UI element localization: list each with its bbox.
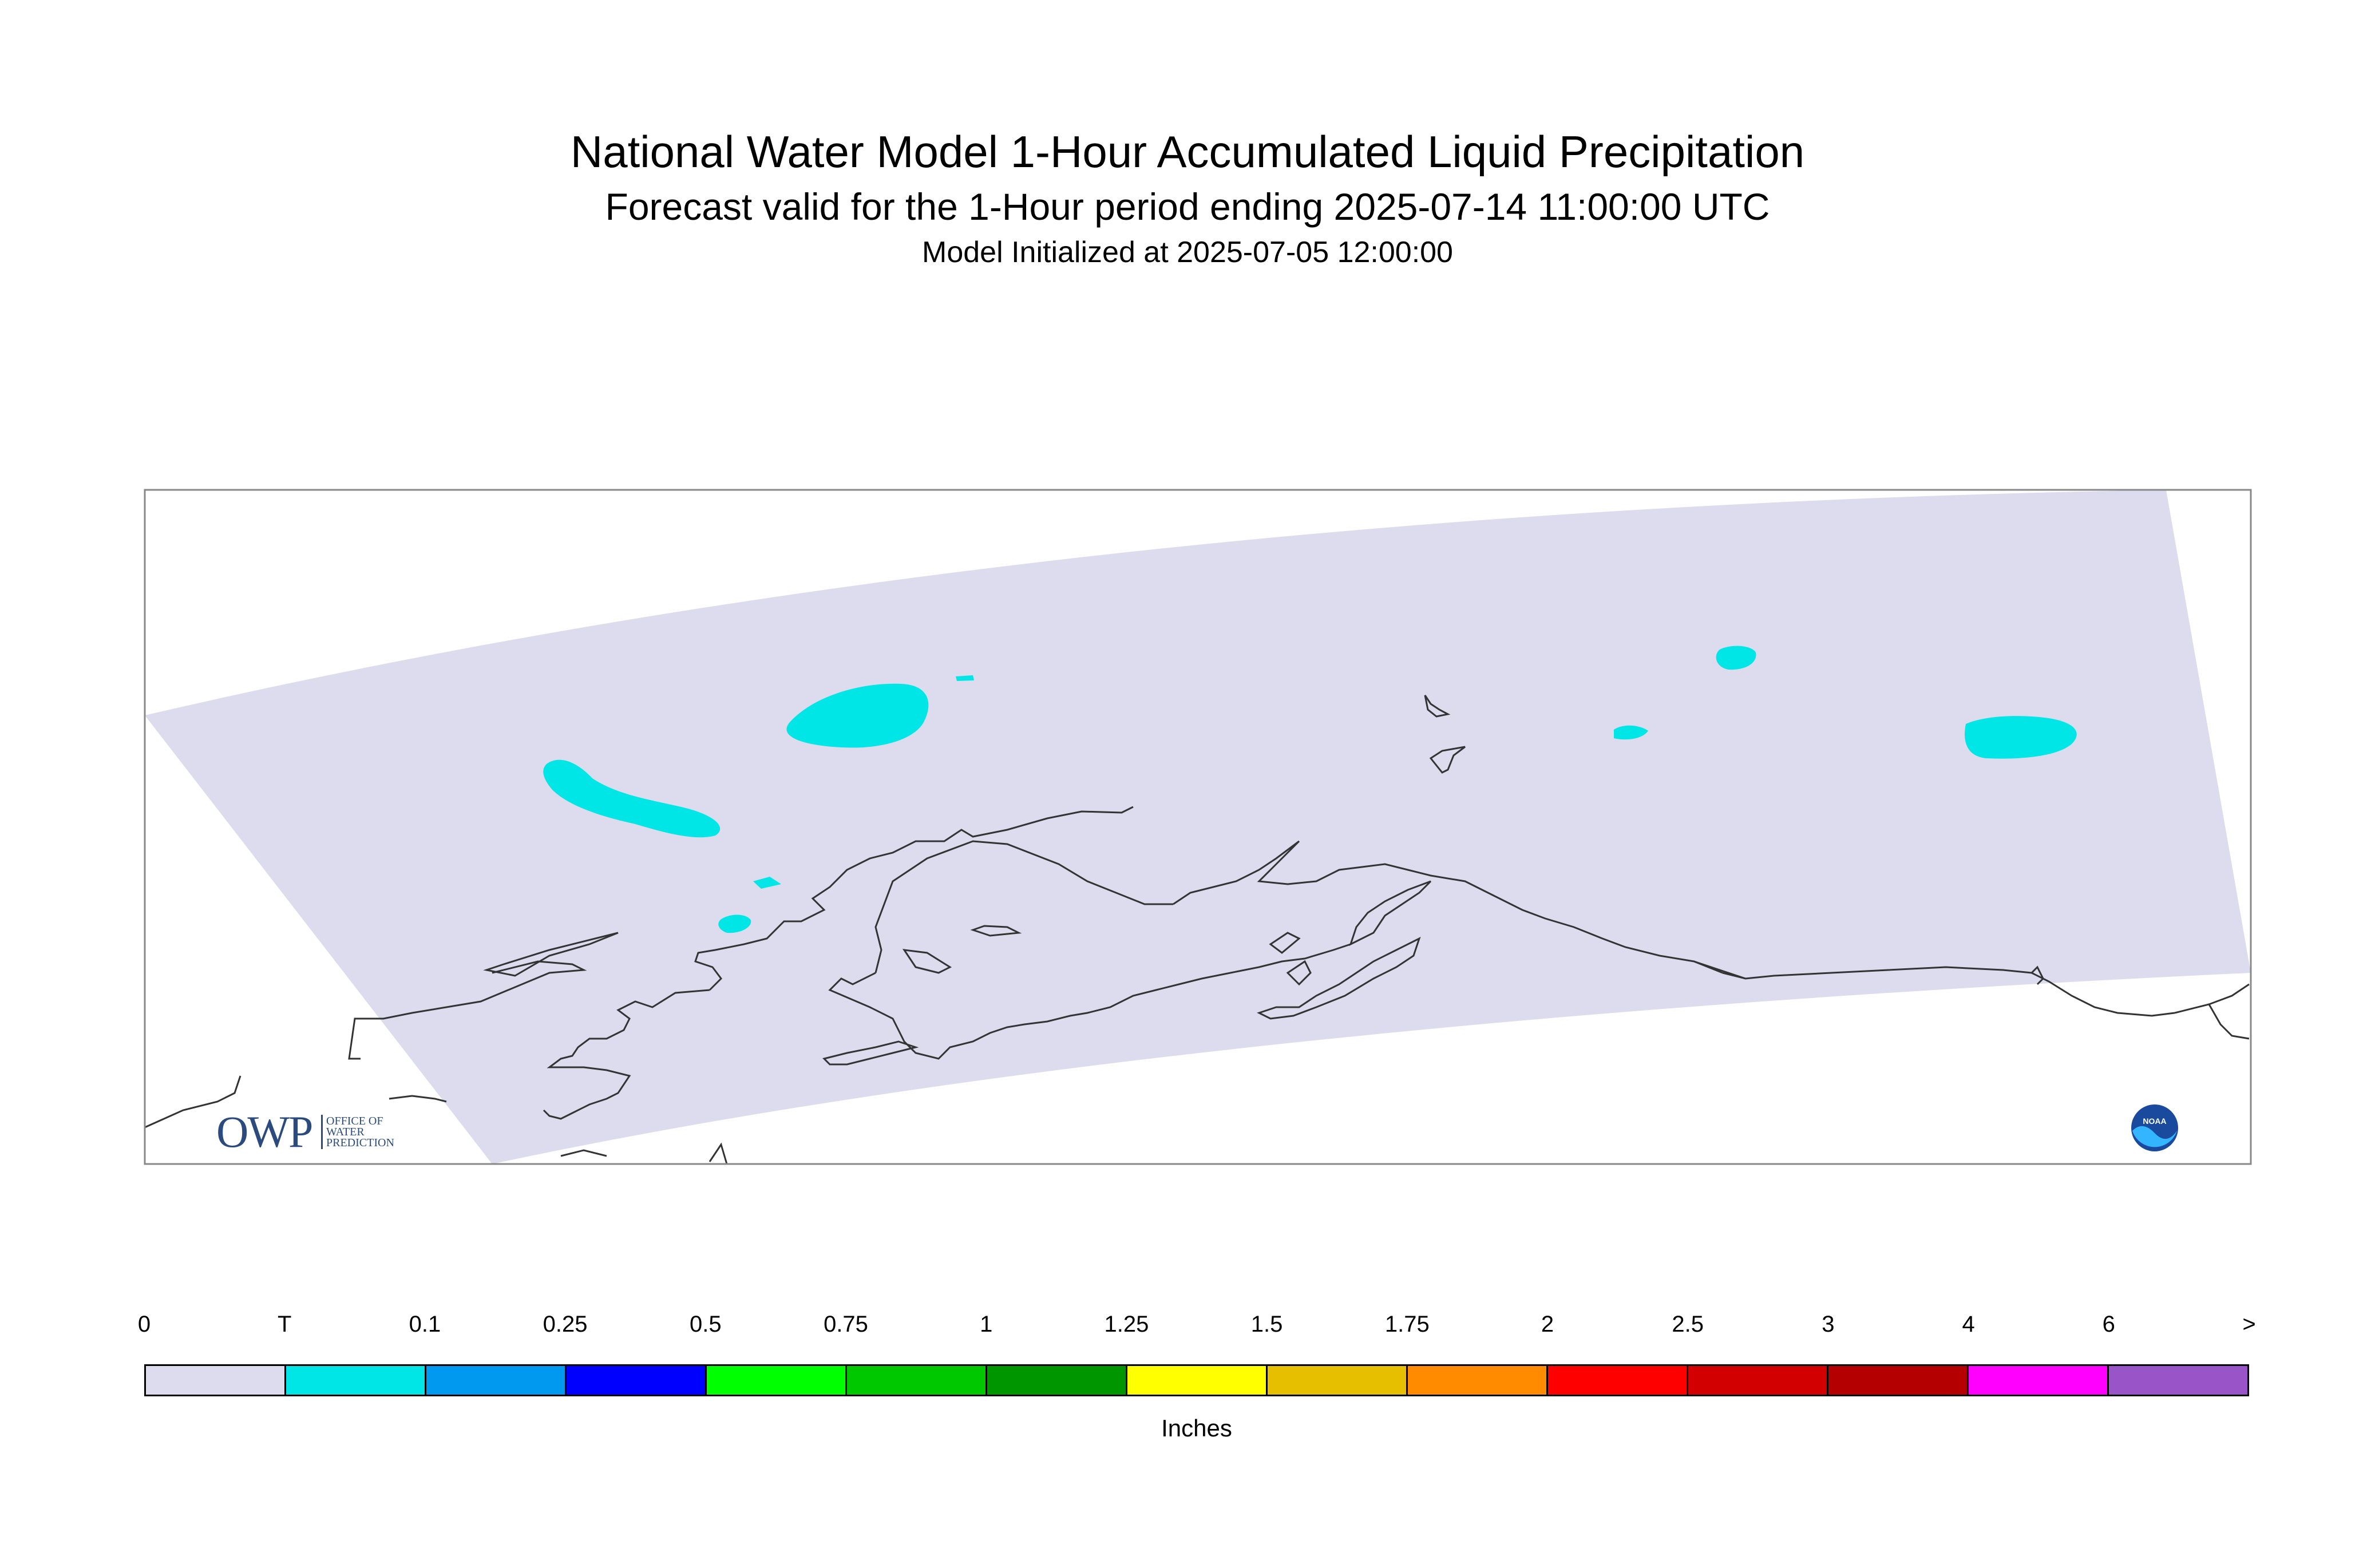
precip-areas xyxy=(543,646,2077,933)
map-subtitle: Forecast valid for the 1-Hour period end… xyxy=(605,185,1770,228)
coastline xyxy=(1349,880,1432,946)
owp-logo-line: OFFICE OF xyxy=(326,1115,383,1127)
legend-swatch xyxy=(987,1366,1127,1395)
precip-area xyxy=(1965,716,2077,759)
coastline xyxy=(694,806,1134,991)
owp-logo-line: WATER xyxy=(326,1126,365,1138)
legend-swatch xyxy=(2109,1366,2247,1395)
legend-units: Inches xyxy=(1161,1415,1232,1442)
legend-tick-label: 2 xyxy=(1541,1312,1554,1337)
legend-swatch xyxy=(707,1366,847,1395)
owp-logo-divider xyxy=(321,1115,323,1149)
coastline xyxy=(902,949,952,974)
precip-area xyxy=(1614,725,1648,740)
legend-tick-label: 1 xyxy=(980,1312,993,1337)
precip-area xyxy=(786,683,929,748)
model-domain xyxy=(145,490,2251,1164)
coastline xyxy=(2208,1004,2250,1040)
legend-swatch xyxy=(286,1366,426,1395)
owp-logo: OWP OFFICE OF WATER PREDICTION xyxy=(216,1109,434,1155)
coastline xyxy=(1693,960,1746,980)
legend-tick-label: 1.25 xyxy=(1104,1312,1149,1337)
coastline xyxy=(2030,965,2044,985)
coastline xyxy=(1722,966,2175,1017)
precip-area xyxy=(753,877,781,889)
coastline xyxy=(1429,746,1466,774)
init-time: Model Initialized at 2025-07-05 12:00:00 xyxy=(922,236,1453,269)
legend-tick-label: 1.5 xyxy=(1250,1312,1283,1337)
legend-swatch xyxy=(1127,1366,1268,1395)
map-frame xyxy=(144,489,2252,1165)
coastline xyxy=(1424,695,1451,718)
coastline xyxy=(2174,983,2250,1014)
coastline xyxy=(822,1040,919,1066)
legend-swatch xyxy=(1688,1366,1828,1395)
coastline xyxy=(543,989,710,1120)
coastline xyxy=(1269,932,1301,954)
legend-tick-label: 0.25 xyxy=(543,1312,588,1337)
coastlines xyxy=(145,695,2250,1164)
legend-tick-label: 3 xyxy=(1822,1312,1835,1337)
map-title: National Water Model 1-Hour Accumulated … xyxy=(570,126,1805,177)
legend-swatch xyxy=(567,1366,707,1395)
coastline xyxy=(708,1142,728,1164)
coastline xyxy=(828,943,1351,1060)
legend-swatch xyxy=(146,1366,286,1395)
coastline xyxy=(1173,840,1723,974)
legend-swatch xyxy=(1268,1366,1408,1395)
coastline xyxy=(874,840,1173,973)
legend-swatch xyxy=(1828,1366,1969,1395)
coastline xyxy=(348,960,587,1060)
coastline xyxy=(1257,937,1421,1020)
legend-tick-label: 6 xyxy=(2102,1312,2115,1337)
precip-area xyxy=(1716,646,1756,670)
legend-tick-label: 0 xyxy=(137,1312,151,1337)
legend-swatch xyxy=(1969,1366,2109,1395)
legend-swatch xyxy=(426,1366,567,1395)
coastline xyxy=(560,1149,607,1157)
noaa-logo-text: NOAA xyxy=(2143,1116,2166,1126)
precip-area xyxy=(543,759,721,838)
owp-logo-text: OWP xyxy=(216,1107,313,1157)
legend-colorbar xyxy=(144,1364,2249,1396)
owp-logo-line: PREDICTION xyxy=(326,1137,394,1149)
legend-tick-label: 0.75 xyxy=(824,1312,868,1337)
precip-area xyxy=(718,914,751,933)
coastline xyxy=(970,925,1022,937)
title-block: National Water Model 1-Hour Accumulated … xyxy=(0,123,2375,272)
legend-tick-label: 0.1 xyxy=(409,1312,441,1337)
owp-logo-subtext: OFFICE OF WATER PREDICTION xyxy=(326,1115,394,1149)
legend-swatch xyxy=(1408,1366,1548,1395)
coastline xyxy=(1286,960,1312,986)
legend-tick-label: > xyxy=(2242,1312,2256,1337)
coastline xyxy=(483,932,619,977)
legend-tick-label: 1.75 xyxy=(1384,1312,1430,1337)
noaa-logo: NOAA xyxy=(2131,1104,2178,1151)
coastline xyxy=(389,1095,447,1103)
coastline xyxy=(145,1075,242,1129)
precip-area xyxy=(956,675,974,681)
legend-tick-label: 2.5 xyxy=(1672,1312,1704,1337)
legend-swatch xyxy=(1548,1366,1688,1395)
legend-tick-label: 0.5 xyxy=(689,1312,722,1337)
legend-tick-label: 4 xyxy=(1962,1312,1975,1337)
legend-swatch xyxy=(847,1366,987,1395)
legend-tick-label: T xyxy=(277,1312,292,1337)
